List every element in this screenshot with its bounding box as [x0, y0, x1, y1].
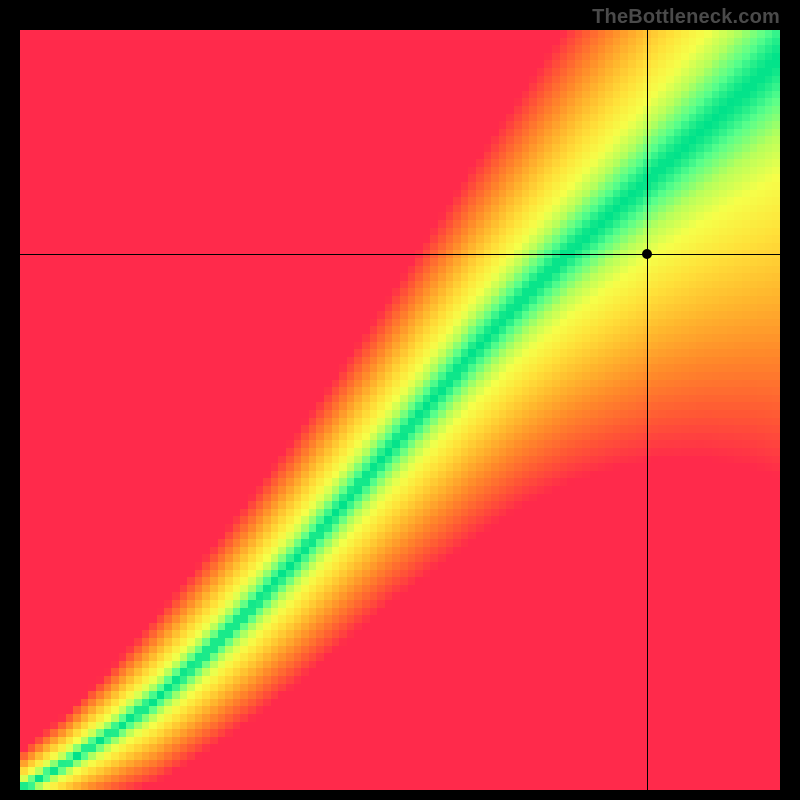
watermark-text: TheBottleneck.com [592, 6, 780, 29]
chart-container: TheBottleneck.com [0, 0, 800, 800]
bottleneck-heatmap [20, 30, 780, 790]
plot-area [20, 30, 780, 790]
crosshair-marker [642, 249, 652, 259]
crosshair-horizontal [20, 254, 780, 255]
crosshair-vertical [647, 30, 648, 790]
